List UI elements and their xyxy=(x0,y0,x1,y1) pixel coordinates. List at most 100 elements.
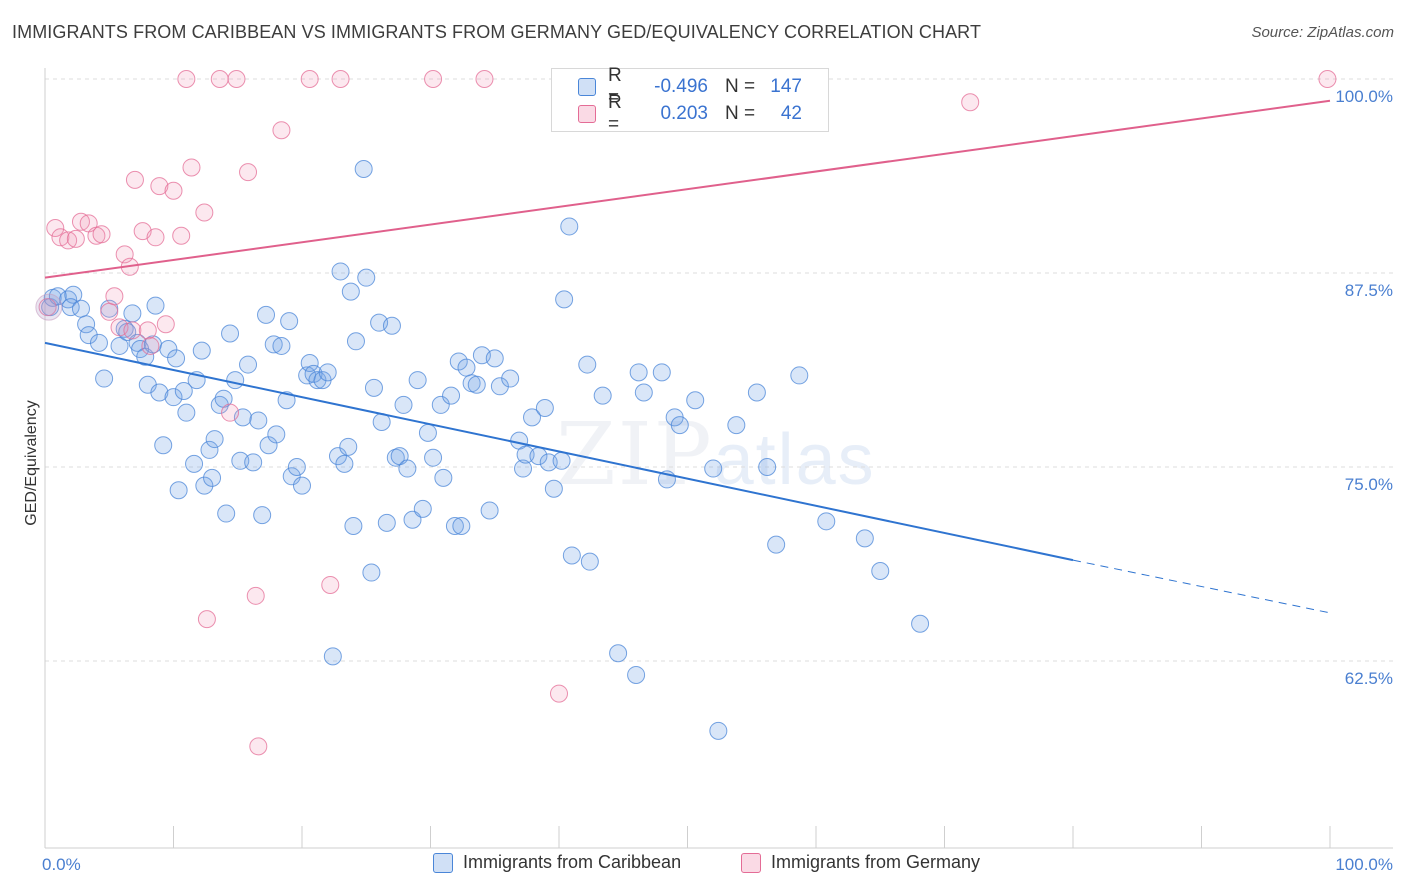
caribbean-point xyxy=(89,333,108,352)
caribbean-point xyxy=(704,459,723,478)
germany-point xyxy=(141,336,160,355)
caribbean-point xyxy=(123,304,142,323)
caribbean-point xyxy=(287,458,306,476)
legend-swatch-germany xyxy=(741,852,761,873)
caribbean-point xyxy=(95,369,114,388)
caribbean-point xyxy=(277,391,296,410)
germany-point xyxy=(177,70,196,88)
overlap-point xyxy=(35,293,63,321)
germany-point xyxy=(272,121,291,140)
germany-point xyxy=(239,163,258,182)
germany-point xyxy=(38,298,57,317)
germany-point xyxy=(146,228,165,247)
caribbean-point xyxy=(280,312,299,331)
caribbean-point xyxy=(257,305,276,324)
germany-point xyxy=(195,203,214,222)
caribbean-point xyxy=(77,315,96,334)
caribbean-point xyxy=(249,411,268,430)
germany-point xyxy=(1318,70,1337,88)
legend-n-label: N = xyxy=(724,103,756,124)
caribbean-point xyxy=(164,388,183,407)
caribbean-point xyxy=(758,458,777,476)
legend-item-germany: Immigrants from Germany xyxy=(741,852,980,873)
caribbean-point xyxy=(195,476,214,495)
caribbean-point xyxy=(394,395,413,414)
legend-r-value: -0.496 xyxy=(654,76,708,97)
germany-point xyxy=(227,70,246,88)
caribbean-point xyxy=(203,468,222,487)
caribbean-point xyxy=(79,326,98,345)
caribbean-point xyxy=(501,369,520,388)
caribbean-point xyxy=(514,459,533,478)
germany-point xyxy=(59,231,78,250)
caribbean-point xyxy=(408,371,427,390)
caribbean-point xyxy=(424,448,443,467)
legend-n-label: N = xyxy=(724,76,756,97)
caribbean-point xyxy=(609,644,628,663)
caribbean-point xyxy=(790,366,809,385)
caribbean-point xyxy=(217,504,236,523)
caribbean-point xyxy=(727,416,746,435)
caribbean-point xyxy=(418,423,437,442)
germany-point xyxy=(961,93,980,112)
caribbean-point xyxy=(293,476,311,495)
caribbean-point xyxy=(516,445,535,464)
legend-r-value: 0.203 xyxy=(660,103,708,124)
caribbean-point xyxy=(398,459,417,478)
caribbean-point xyxy=(71,299,90,318)
caribbean-point xyxy=(146,296,165,315)
caribbean-point xyxy=(627,665,646,684)
caribbean-point xyxy=(442,386,461,405)
germany-point xyxy=(164,181,183,200)
x-tick-label: 100.0% xyxy=(1335,855,1393,874)
legend-r-label: R = xyxy=(608,65,622,108)
caribbean-point xyxy=(555,290,574,309)
y-tick-label: 100.0% xyxy=(1335,87,1393,106)
caribbean-point xyxy=(855,529,874,548)
caribbean-point xyxy=(562,546,581,565)
germany-point xyxy=(46,218,65,237)
caribbean-point xyxy=(167,349,186,368)
caribbean-point xyxy=(169,481,188,500)
caribbean-point xyxy=(377,513,396,532)
caribbean-point xyxy=(523,408,542,427)
trendline-caribbean xyxy=(44,341,1074,562)
caribbean-point xyxy=(485,349,504,368)
caribbean-point xyxy=(911,614,930,633)
caribbean-point xyxy=(110,336,129,355)
y-tick-label: 75.0% xyxy=(1345,475,1393,494)
caribbean-point xyxy=(150,383,169,402)
germany-point xyxy=(331,70,350,88)
x-tick-label: 0.0% xyxy=(42,855,81,874)
watermark-atlas: atlas xyxy=(713,420,876,500)
caribbean-point xyxy=(467,375,486,394)
caribbean-point xyxy=(767,535,786,554)
caribbean-point xyxy=(544,479,563,498)
caribbean-point xyxy=(560,217,579,236)
germany-point xyxy=(123,321,142,340)
legend-n-value: 147 xyxy=(770,76,802,97)
caribbean-point xyxy=(335,454,354,473)
caribbean-point xyxy=(629,363,648,382)
germany-point xyxy=(71,212,90,231)
caribbean-point xyxy=(445,516,464,535)
caribbean-point xyxy=(362,563,381,582)
germany-point xyxy=(182,158,201,177)
legend-swatch-caribbean xyxy=(578,78,596,96)
legend-swatch-caribbean xyxy=(433,852,453,873)
caribbean-point xyxy=(490,377,509,396)
caribbean-point xyxy=(174,381,193,400)
trendline-caribbean-extrapolated xyxy=(1072,559,1331,614)
caribbean-point xyxy=(226,371,245,390)
germany-point xyxy=(210,70,229,88)
caribbean-point xyxy=(323,647,342,666)
germany-point xyxy=(300,70,319,88)
chart-title: IMMIGRANTS FROM CARIBBEAN VS IMMIGRANTS … xyxy=(12,22,982,42)
germany-point xyxy=(550,684,568,703)
caribbean-point xyxy=(344,516,363,535)
germany-point xyxy=(156,315,175,334)
legend-row-caribbean: R = -0.496 N = 147 xyxy=(578,65,802,108)
germany-point xyxy=(424,70,443,88)
caribbean-point xyxy=(154,436,173,455)
caribbean-point xyxy=(434,468,453,487)
